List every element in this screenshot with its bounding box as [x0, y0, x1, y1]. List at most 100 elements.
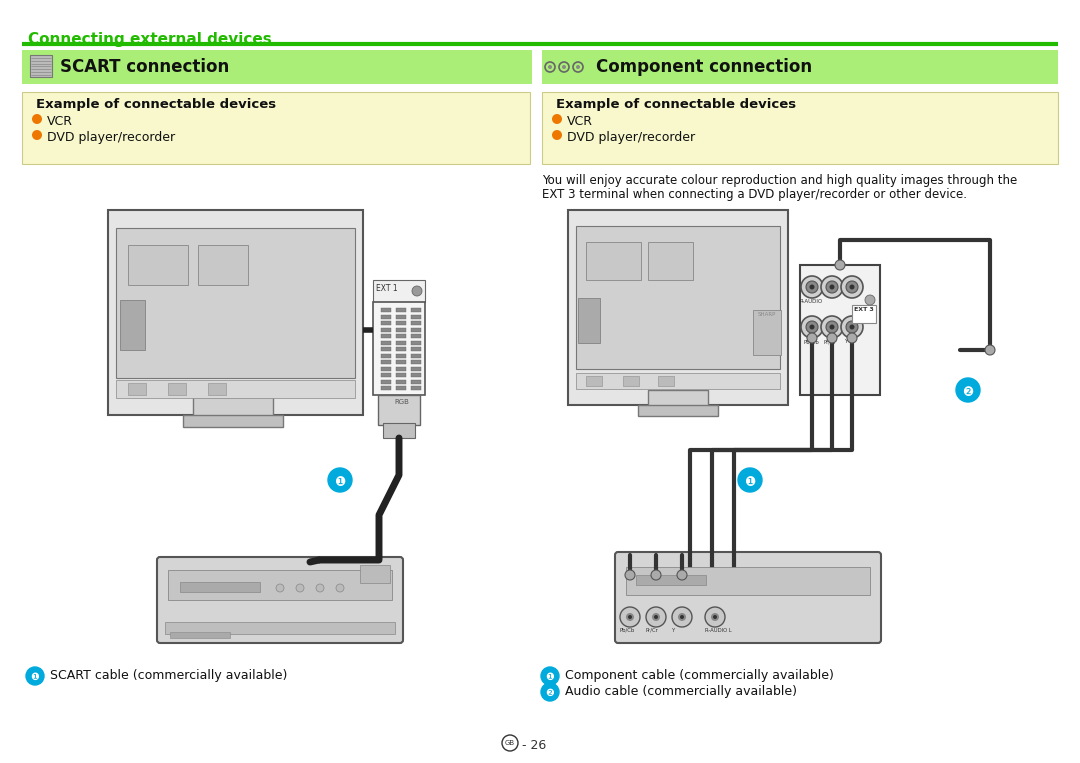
Circle shape — [826, 281, 838, 293]
Circle shape — [846, 281, 858, 293]
Bar — [586, 242, 642, 280]
Circle shape — [841, 316, 863, 338]
Circle shape — [552, 130, 562, 140]
Text: DVD player/recorder: DVD player/recorder — [48, 131, 175, 144]
Circle shape — [296, 584, 303, 592]
Bar — [381, 340, 391, 345]
Text: ❶: ❶ — [335, 476, 346, 489]
Bar — [30, 55, 52, 77]
Bar — [381, 360, 391, 364]
Bar — [411, 353, 421, 358]
Bar — [170, 632, 230, 638]
Circle shape — [626, 613, 634, 621]
Circle shape — [620, 607, 640, 627]
Circle shape — [821, 316, 843, 338]
Circle shape — [807, 333, 816, 343]
Text: Y: Y — [672, 628, 675, 633]
Bar — [373, 302, 426, 395]
Text: Component cable (commercially available): Component cable (commercially available) — [565, 669, 834, 682]
Circle shape — [806, 281, 818, 293]
Bar — [623, 376, 639, 386]
Bar — [396, 314, 406, 318]
Bar — [636, 575, 706, 585]
Circle shape — [316, 584, 324, 592]
Bar — [381, 321, 391, 325]
Text: Connecting external devices: Connecting external devices — [28, 32, 272, 47]
Text: GB: GB — [505, 740, 515, 746]
Bar — [578, 298, 600, 343]
Bar — [411, 373, 421, 377]
Circle shape — [810, 285, 814, 289]
Bar — [411, 327, 421, 331]
Circle shape — [821, 276, 843, 298]
Bar — [360, 565, 390, 583]
Circle shape — [26, 667, 44, 685]
Bar — [168, 570, 392, 600]
Bar — [411, 321, 421, 325]
Bar — [381, 347, 391, 351]
Circle shape — [651, 570, 661, 580]
Bar — [108, 210, 363, 415]
Circle shape — [654, 615, 658, 619]
Circle shape — [810, 324, 814, 330]
Bar — [381, 327, 391, 331]
FancyBboxPatch shape — [157, 557, 403, 643]
Circle shape — [985, 345, 995, 355]
Bar — [381, 334, 391, 338]
Text: Pb/Cb: Pb/Cb — [620, 628, 635, 633]
Text: Example of connectable devices: Example of connectable devices — [36, 98, 276, 111]
Text: Pr/Cr: Pr/Cr — [646, 628, 659, 633]
Circle shape — [32, 130, 42, 140]
Circle shape — [411, 286, 422, 296]
Bar — [396, 327, 406, 331]
Circle shape — [835, 260, 845, 270]
Text: ❶: ❶ — [30, 672, 39, 682]
Text: ❷: ❷ — [962, 386, 974, 399]
Bar — [852, 305, 876, 323]
FancyBboxPatch shape — [615, 552, 881, 643]
Bar — [22, 92, 530, 164]
Bar — [648, 242, 693, 280]
Circle shape — [801, 316, 823, 338]
Circle shape — [826, 321, 838, 333]
Bar — [411, 347, 421, 351]
Bar — [396, 347, 406, 351]
Bar — [116, 228, 355, 378]
Circle shape — [336, 584, 345, 592]
Bar — [180, 582, 260, 592]
Bar — [120, 300, 145, 350]
Bar — [396, 308, 406, 312]
Bar — [381, 373, 391, 377]
Circle shape — [711, 613, 719, 621]
Bar — [373, 280, 426, 302]
Bar — [800, 265, 880, 395]
Bar — [396, 373, 406, 377]
Bar — [198, 245, 248, 285]
Circle shape — [738, 468, 762, 492]
Bar — [648, 390, 708, 412]
Circle shape — [850, 324, 854, 330]
Circle shape — [801, 276, 823, 298]
Bar — [381, 379, 391, 384]
Text: EXT 3: EXT 3 — [854, 307, 874, 312]
Bar — [116, 380, 355, 398]
Bar — [638, 405, 718, 416]
Circle shape — [646, 607, 666, 627]
Circle shape — [627, 615, 632, 619]
Bar — [396, 386, 406, 390]
Text: Audio cable (commercially available): Audio cable (commercially available) — [565, 685, 797, 698]
Bar — [396, 353, 406, 358]
Bar — [568, 210, 788, 405]
Bar — [396, 340, 406, 345]
Text: ❶: ❶ — [545, 672, 554, 682]
Circle shape — [32, 114, 42, 124]
Bar — [396, 321, 406, 325]
Bar — [129, 245, 188, 285]
Circle shape — [806, 321, 818, 333]
Circle shape — [562, 65, 566, 69]
Circle shape — [672, 607, 692, 627]
Circle shape — [827, 333, 837, 343]
Circle shape — [541, 667, 559, 685]
Text: ❷: ❷ — [545, 688, 554, 698]
Bar — [383, 423, 415, 438]
